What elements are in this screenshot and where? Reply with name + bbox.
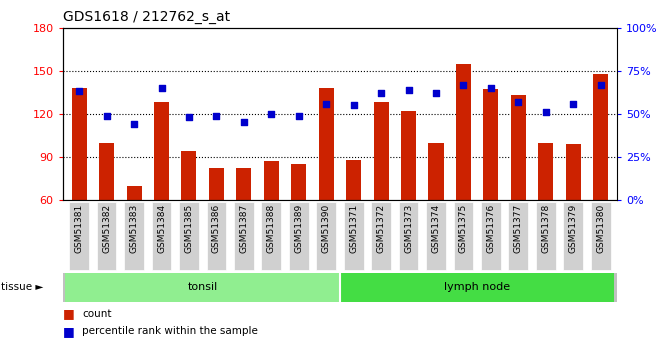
Point — [348, 102, 359, 108]
Bar — [319, 88, 334, 200]
Point — [183, 115, 194, 120]
Point — [156, 85, 167, 91]
Bar — [234, 201, 253, 270]
Text: GDS1618 / 212762_s_at: GDS1618 / 212762_s_at — [63, 10, 230, 24]
Text: GSM51382: GSM51382 — [102, 204, 111, 253]
Point — [129, 121, 139, 127]
Text: GSM51378: GSM51378 — [541, 204, 550, 253]
Text: GSM51383: GSM51383 — [129, 204, 139, 253]
Text: GSM51384: GSM51384 — [157, 204, 166, 253]
Bar — [566, 144, 581, 200]
Bar — [481, 201, 501, 270]
Text: GSM51376: GSM51376 — [486, 204, 496, 253]
Text: GSM51374: GSM51374 — [432, 204, 440, 253]
Point — [568, 101, 578, 106]
Text: GSM51375: GSM51375 — [459, 204, 468, 253]
Text: lymph node: lymph node — [444, 282, 510, 292]
Point — [266, 111, 277, 117]
Text: GSM51371: GSM51371 — [349, 204, 358, 253]
Text: count: count — [82, 309, 112, 319]
Text: GSM51386: GSM51386 — [212, 204, 221, 253]
Bar — [538, 142, 553, 200]
Bar — [340, 273, 614, 302]
Bar — [69, 201, 89, 270]
Bar — [261, 201, 281, 270]
Point — [431, 90, 442, 96]
Bar — [371, 201, 391, 270]
Bar — [591, 201, 611, 270]
Point — [74, 89, 84, 94]
Text: ■: ■ — [63, 325, 75, 338]
Point — [321, 101, 331, 106]
Point — [486, 85, 496, 91]
Text: GSM51389: GSM51389 — [294, 204, 303, 253]
Text: GSM51387: GSM51387 — [240, 204, 248, 253]
Bar — [536, 201, 556, 270]
Text: GSM51372: GSM51372 — [377, 204, 385, 253]
Bar — [344, 201, 364, 270]
Bar — [127, 186, 142, 200]
Bar — [182, 151, 197, 200]
Bar — [97, 201, 117, 270]
Text: tonsil: tonsil — [187, 282, 218, 292]
Point — [211, 113, 222, 118]
Point — [595, 82, 606, 87]
Bar — [154, 102, 169, 200]
Bar — [453, 201, 473, 270]
Bar — [152, 201, 172, 270]
Bar — [316, 201, 336, 270]
Bar — [236, 168, 251, 200]
Bar — [264, 161, 279, 200]
Text: GSM51380: GSM51380 — [596, 204, 605, 253]
Point — [102, 113, 112, 118]
Text: GSM51381: GSM51381 — [75, 204, 84, 253]
Bar — [65, 273, 340, 302]
Text: GSM51388: GSM51388 — [267, 204, 276, 253]
Point — [238, 120, 249, 125]
Bar — [179, 201, 199, 270]
Text: GSM51390: GSM51390 — [321, 204, 331, 253]
Point — [513, 99, 523, 105]
Bar — [99, 142, 114, 200]
Text: GSM51379: GSM51379 — [569, 204, 578, 253]
Text: GSM51373: GSM51373 — [404, 204, 413, 253]
Bar — [399, 201, 418, 270]
Bar — [401, 111, 416, 200]
Bar — [72, 88, 86, 200]
Bar — [563, 201, 583, 270]
Point — [403, 87, 414, 92]
Bar — [426, 201, 446, 270]
Bar — [374, 102, 389, 200]
Bar — [124, 201, 144, 270]
Bar — [428, 142, 444, 200]
Bar — [511, 95, 526, 200]
Bar — [508, 201, 528, 270]
Text: GSM51385: GSM51385 — [184, 204, 193, 253]
Point — [541, 109, 551, 115]
Bar — [456, 63, 471, 200]
Bar — [291, 164, 306, 200]
Bar — [289, 201, 309, 270]
Bar — [593, 73, 608, 200]
Bar — [346, 160, 361, 200]
Bar — [207, 201, 226, 270]
Text: tissue ►: tissue ► — [1, 282, 44, 292]
Text: percentile rank within the sample: percentile rank within the sample — [82, 326, 258, 336]
Text: ■: ■ — [63, 307, 75, 321]
Text: GSM51377: GSM51377 — [513, 204, 523, 253]
Point — [294, 113, 304, 118]
Bar — [483, 89, 498, 200]
Point — [376, 90, 386, 96]
Point — [458, 82, 469, 87]
Bar — [209, 168, 224, 200]
